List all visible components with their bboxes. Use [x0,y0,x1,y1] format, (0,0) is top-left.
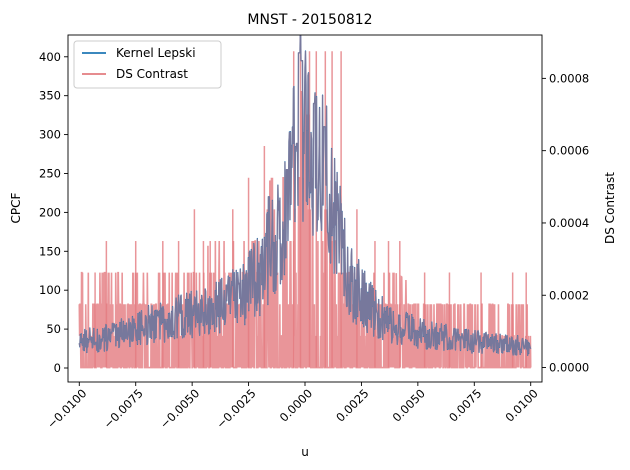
y-axis-ticks: 0 50 100 150 200 250 300 350 400 [39,50,68,375]
y-tick-label: 150 [39,244,61,258]
y-right-axis-label: DS Contrast [603,172,617,244]
x-axis-ticks: −0.0100 −0.0075 −0.0050 −0.0025 0.0000 0.0025… [44,382,541,431]
y-tick-label: 250 [39,166,61,180]
legend-box [73,40,222,89]
y-tick-label: 0 [54,361,61,375]
y-tick-label: 400 [39,50,61,64]
x-tick-label: 0.0100 [502,386,540,424]
x-tick-label: −0.0075 [101,386,146,431]
x-tick-label: 0.0000 [277,386,315,424]
y-right-tick-label: 0.0000 [549,361,589,375]
kernel-lepski-line [78,35,532,356]
y-tick-label: 300 [39,128,61,142]
x-axis-label: u [301,445,309,459]
kernel-lepski-overlay [78,35,532,356]
x-tick-label: 0.0025 [333,386,371,424]
y-tick-label: 350 [39,89,61,103]
y-right-tick-label: 0.0004 [549,216,589,230]
y-right-tick-label: 0.0006 [549,144,589,158]
y-tick-label: 100 [39,283,61,297]
y-axis-label: CPCF [9,192,23,223]
kernel-lepski-series [78,35,532,356]
y-tick-label: 50 [46,322,61,336]
chart-title: MNST - 20150812 [247,12,372,28]
legend-label-ds-contrast: DS Contrast [116,67,188,81]
x-tick-label: −0.0025 [214,386,259,431]
y-right-tick-label: 0.0008 [549,71,589,85]
x-tick-label: −0.0050 [157,386,202,431]
legend-label-kernel-lepski: Kernel Lepski [116,46,196,60]
x-tick-label: 0.0075 [446,386,484,424]
y-right-tick-label: 0.0002 [549,288,589,302]
y-right-axis-ticks: 0.0000 0.0002 0.0004 0.0006 0.0008 [542,71,589,375]
x-tick-label: 0.0050 [390,386,428,424]
x-tick-label: −0.0100 [44,386,89,431]
y-tick-label: 200 [39,205,61,219]
legend: Kernel Lepski DS Contrast [73,40,222,89]
